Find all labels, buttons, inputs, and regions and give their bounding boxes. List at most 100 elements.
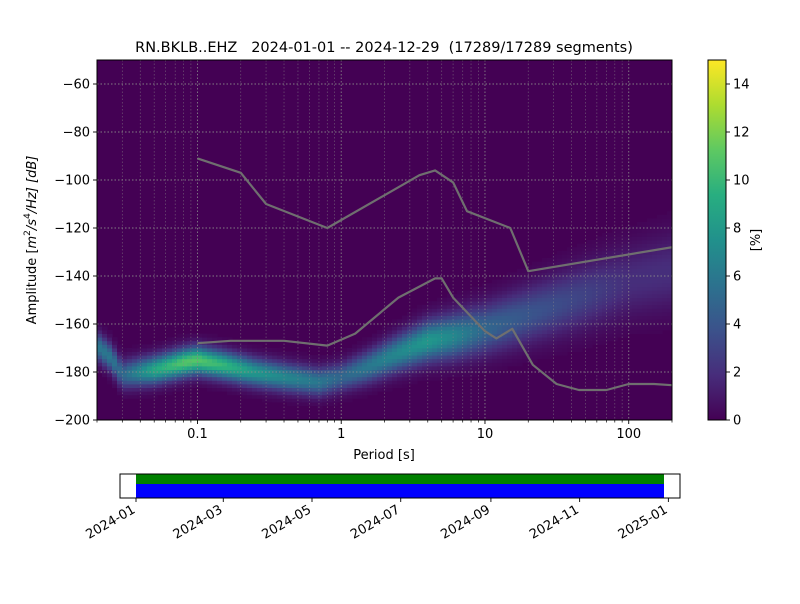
heatmap-cell: [247, 376, 253, 381]
heatmap-cell: [227, 344, 233, 349]
heatmap-cell: [467, 373, 473, 378]
heatmap-cell: [507, 308, 513, 313]
heatmap-cell: [482, 315, 488, 320]
heatmap-cell: [182, 340, 188, 345]
heatmap-cell: [277, 376, 283, 381]
heatmap-cell: [387, 376, 393, 381]
heatmap-cell: [487, 348, 493, 352]
heatmap-cell: [127, 394, 133, 399]
heatmap-cell: [332, 351, 338, 356]
heatmap-cell: [402, 358, 408, 363]
heatmap-cell: [492, 362, 498, 367]
heatmap-cell: [552, 330, 558, 334]
heatmap-cell: [122, 394, 128, 399]
heatmap-cell: [637, 272, 643, 277]
heatmap-cell: [582, 261, 588, 266]
heatmap-cell: [262, 380, 268, 385]
heatmap-cell: [667, 301, 672, 306]
heatmap-cell: [142, 376, 148, 381]
heatmap-cell: [572, 322, 578, 327]
heatmap-cell: [477, 301, 483, 306]
heatmap-cell: [527, 330, 533, 334]
heatmap-cell: [632, 254, 638, 259]
heatmap-cell: [637, 315, 643, 320]
heatmap-cell: [177, 340, 183, 345]
heatmap-cell: [427, 337, 433, 342]
heatmap-cell: [457, 369, 463, 374]
heatmap-cell: [567, 250, 573, 255]
heatmap-cell: [477, 340, 483, 345]
heatmap-cell: [617, 279, 623, 284]
heatmap-cell: [192, 380, 198, 385]
heatmap-cell: [322, 366, 328, 370]
heatmap-cell: [477, 308, 483, 313]
heatmap-cell: [437, 340, 443, 345]
heatmap-cell: [562, 344, 568, 349]
heatmap-cell: [517, 351, 523, 356]
heatmap-cell: [292, 402, 298, 406]
heatmap-cell: [667, 232, 672, 237]
heatmap-cell: [627, 268, 633, 273]
heatmap-cell: [417, 362, 423, 367]
heatmap-cell: [527, 337, 533, 342]
heatmap-cell: [477, 355, 483, 360]
heatmap-cell: [537, 319, 543, 324]
heatmap-cell: [617, 276, 623, 280]
heatmap-cell: [287, 391, 293, 396]
heatmap-cell: [462, 333, 468, 338]
heatmap-cell: [632, 322, 638, 327]
heatmap-cell: [352, 376, 358, 381]
heatmap-cell: [587, 250, 593, 255]
heatmap-cell: [532, 340, 538, 345]
heatmap-cell: [167, 358, 173, 363]
heatmap-cell: [437, 322, 443, 327]
heatmap-cell: [617, 232, 623, 237]
heatmap-cell: [257, 358, 263, 363]
heatmap-cell: [587, 268, 593, 273]
heatmap-cell: [612, 229, 618, 234]
heatmap-cell: [407, 355, 413, 360]
heatmap-cell: [272, 366, 278, 370]
heatmap-cell: [582, 294, 588, 298]
heatmap-cell: [497, 340, 503, 345]
heatmap-cell: [107, 362, 113, 367]
heatmap-cell: [472, 340, 478, 345]
heatmap-cell: [617, 286, 623, 291]
heatmap-cell: [417, 340, 423, 345]
heatmap-cell: [242, 344, 248, 349]
heatmap-cell: [377, 373, 383, 378]
heatmap-cell: [237, 369, 243, 374]
heatmap-cell: [557, 344, 563, 349]
heatmap-cell: [372, 333, 378, 338]
heatmap-cell: [472, 286, 478, 291]
timeline-tick-label: 2024-01: [83, 502, 138, 542]
heatmap-cell: [622, 286, 628, 291]
heatmap-cell: [252, 362, 258, 367]
heatmap-cell: [667, 214, 672, 219]
heatmap-cell: [192, 333, 198, 338]
heatmap-cell: [452, 322, 458, 327]
heatmap-cell: [312, 384, 318, 388]
heatmap-cell: [467, 333, 473, 338]
heatmap-cell: [627, 312, 633, 316]
heatmap-cell: [497, 304, 503, 309]
heatmap-cell: [502, 294, 508, 298]
heatmap-cell: [362, 358, 368, 363]
heatmap-cell: [617, 315, 623, 320]
plot-area: 0.1 1 10 100 −60−80−100−120−140−160−180−200: [54, 59, 673, 442]
heatmap-cell: [422, 348, 428, 352]
heatmap-cell: [142, 387, 148, 392]
heatmap-cell: [272, 351, 278, 356]
heatmap-cell: [452, 294, 458, 298]
heatmap-cell: [567, 315, 573, 320]
heatmap-cell: [512, 312, 518, 316]
heatmap-cell: [522, 301, 528, 306]
heatmap-cell: [622, 297, 628, 302]
heatmap-cell: [472, 373, 478, 378]
heatmap-cell: [417, 376, 423, 381]
heatmap-cell: [242, 355, 248, 360]
heatmap-cell: [542, 301, 548, 306]
heatmap-cell: [127, 384, 133, 388]
heatmap-cell: [402, 333, 408, 338]
heatmap-cell: [337, 387, 343, 392]
